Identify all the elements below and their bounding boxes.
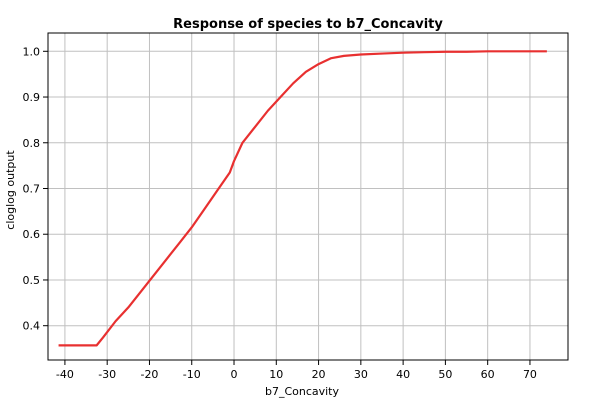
y-tick-label: 0.7 [23,182,41,195]
grid [48,33,568,360]
x-tick-label: 20 [312,368,326,381]
x-tick-label: 0 [231,368,238,381]
series-layer [58,50,547,347]
y-tick-label: 0.4 [23,320,41,333]
plot-frame [47,32,569,361]
x-tick-label: -30 [98,368,116,381]
x-tick-label: 10 [269,368,283,381]
x-tick-label: -10 [183,368,201,381]
y-tick-label: 0.9 [23,91,41,104]
x-tick-label: 40 [396,368,410,381]
x-tick-label: 70 [523,368,537,381]
x-tick-label: -40 [56,368,74,381]
chart-title: Response of species to b7_Concavity [173,17,443,32]
series-line [58,50,547,347]
x-tick-label: -20 [140,368,158,381]
x-tick-label: 50 [438,368,452,381]
y-tick-label: 0.5 [23,274,41,287]
x-tick-label: 30 [354,368,368,381]
ticks: -40 -30 -20 -10 0 10 20 30 40 50 60 70 0.4 0.5 0.6 0.7 0… [23,45,537,381]
y-tick-label: 0.8 [23,137,41,150]
x-axis-label: b7_Concavity [265,385,340,398]
y-tick-label: 0.6 [23,228,41,241]
x-tick-label: 60 [481,368,495,381]
y-axis-label: cloglog output [4,150,17,230]
y-tick-label: 1.0 [23,45,41,58]
